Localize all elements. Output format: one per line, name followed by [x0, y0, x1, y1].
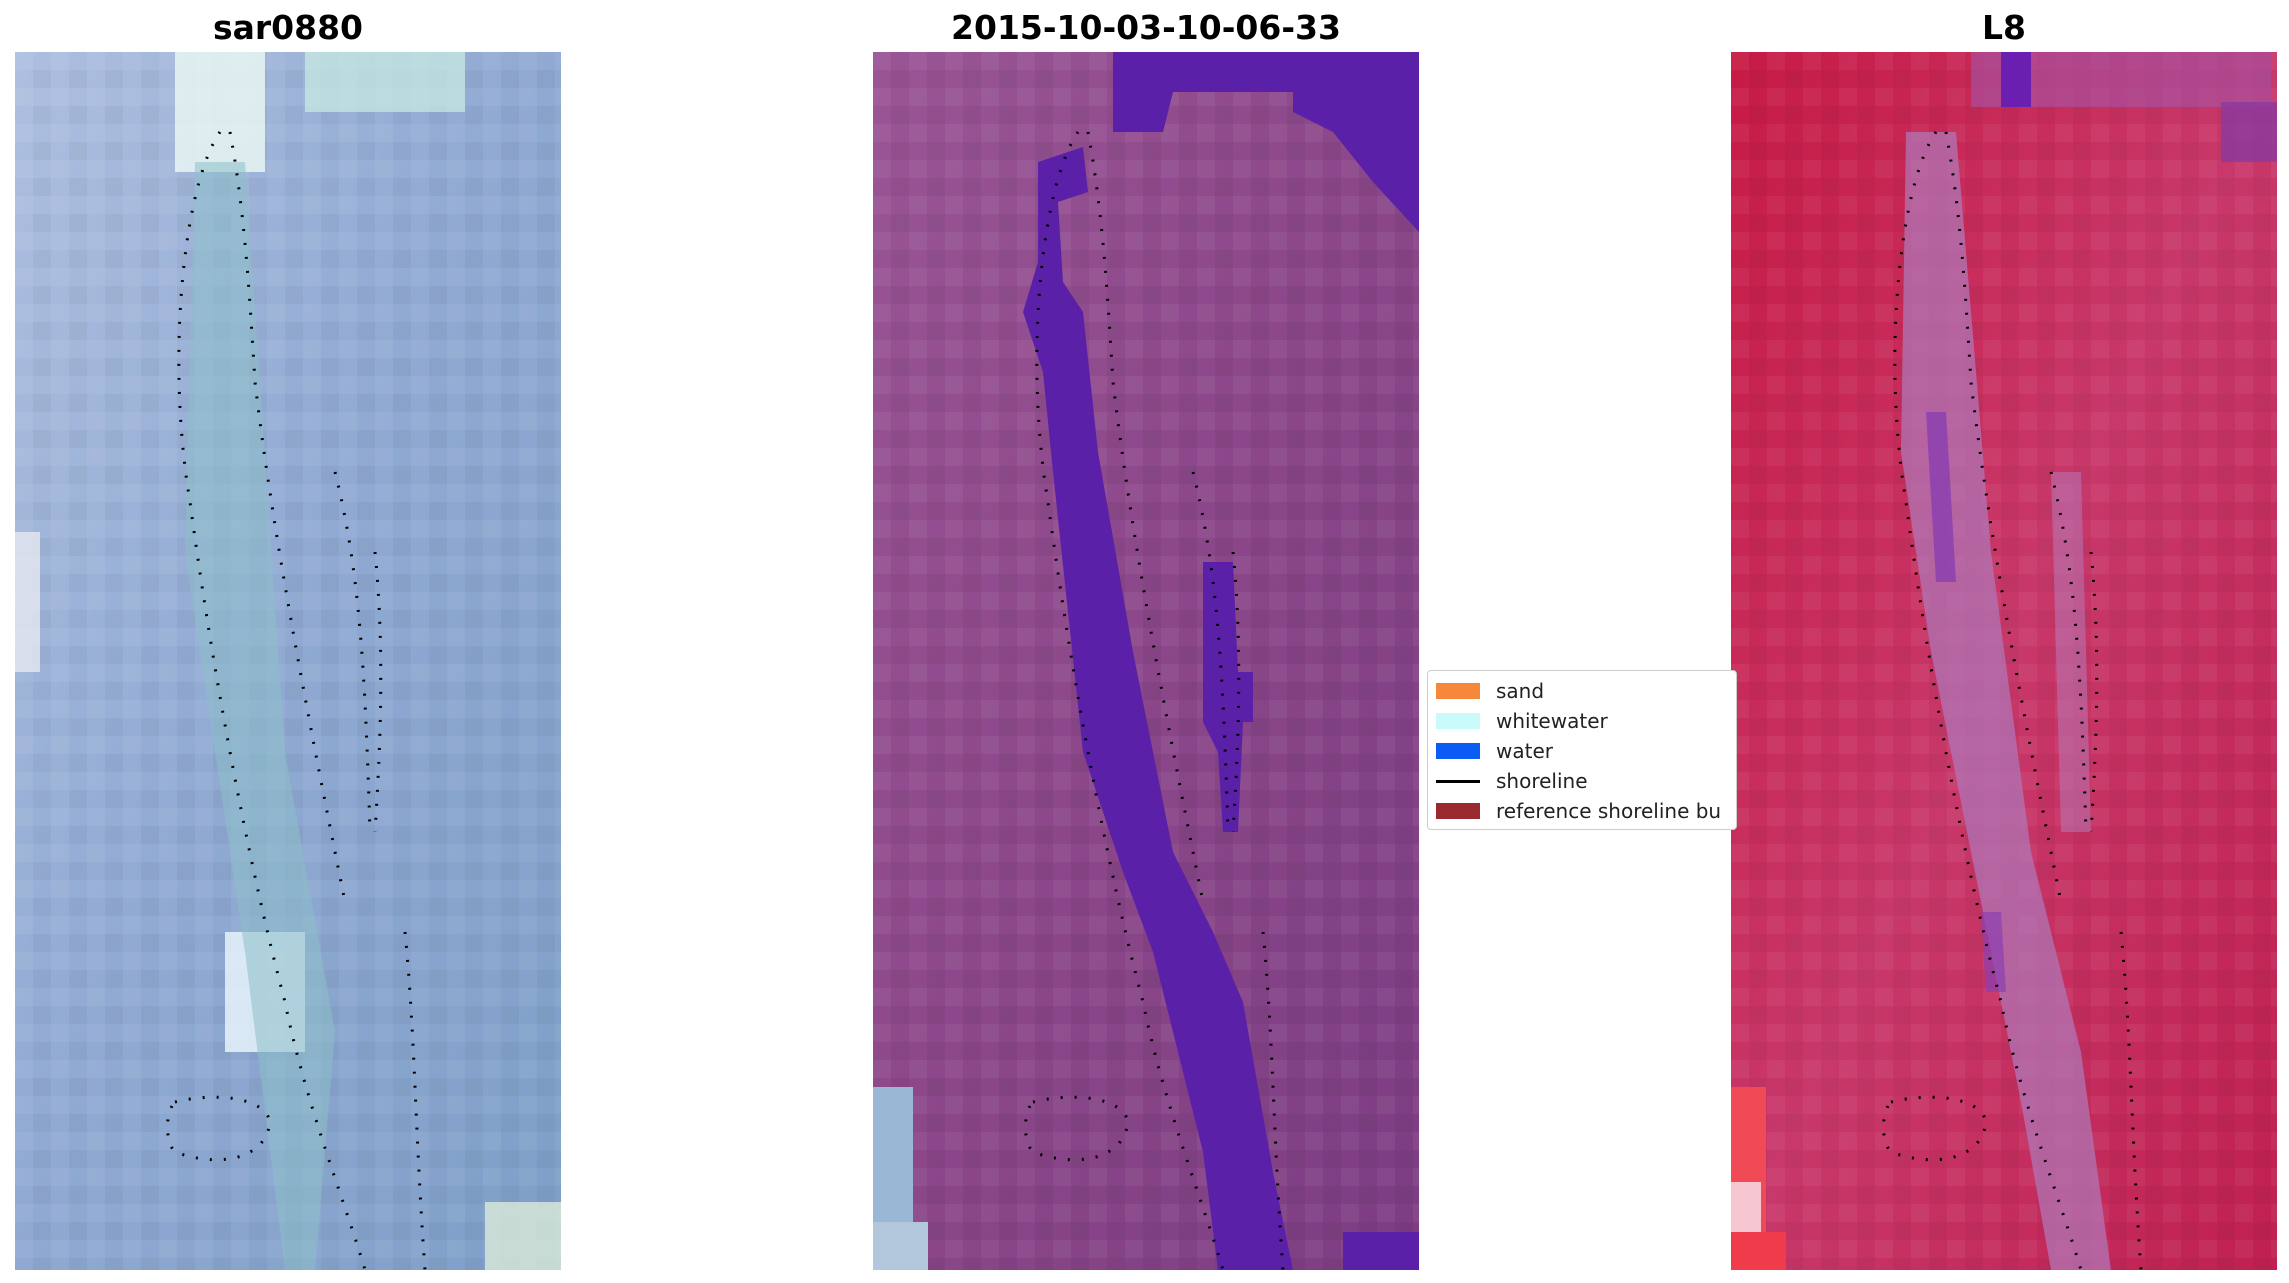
legend-item-water: water [1436, 737, 1553, 765]
legend-label: reference shoreline bu [1496, 799, 1722, 823]
panel-title-date: 2015-10-03-10-06-33 [951, 8, 1341, 47]
legend-label: sand [1496, 679, 1545, 703]
legend-item-sand: sand [1436, 677, 1544, 705]
sand-swatch [1436, 683, 1480, 699]
panel-title-l8: L8 [1982, 8, 2026, 47]
reference-shoreline-swatch [1436, 803, 1480, 819]
panel-title-sar: sar0880 [212, 8, 364, 47]
shoreline-line-swatch [1436, 773, 1480, 789]
classified-image-panel [873, 52, 1419, 1270]
sar-image [15, 52, 561, 1270]
legend-item-shoreline: shoreline [1436, 767, 1588, 795]
water-swatch [1436, 743, 1480, 759]
legend-label: shoreline [1496, 769, 1588, 793]
legend-label: water [1496, 739, 1553, 763]
legend-label: whitewater [1496, 709, 1608, 733]
whitewater-swatch [1436, 713, 1480, 729]
sar-image-panel [15, 52, 561, 1270]
legend-item-reference-shoreline: reference shoreline bu [1436, 797, 1721, 825]
legend: sand whitewater water shoreline referenc… [1427, 670, 1737, 830]
l8-image [1731, 52, 2277, 1270]
legend-item-whitewater: whitewater [1436, 707, 1608, 735]
classified-image [873, 52, 1419, 1270]
l8-image-panel [1731, 52, 2277, 1270]
